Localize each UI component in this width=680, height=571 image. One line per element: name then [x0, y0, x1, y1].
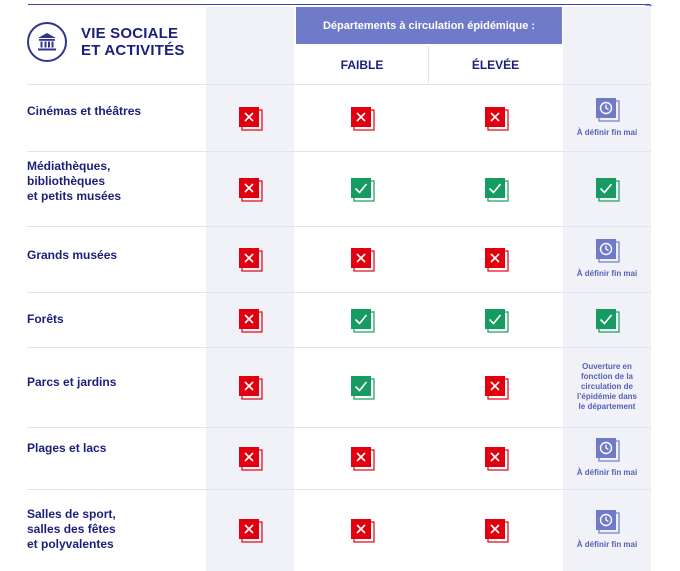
- cell-c1: [206, 151, 294, 226]
- cross-icon: [239, 177, 263, 202]
- cross-icon: [484, 106, 509, 131]
- cross-icon: [484, 447, 509, 471]
- check-icon: [484, 177, 509, 202]
- cell-note: À définir fin mai: [576, 540, 638, 549]
- row-divider: [27, 84, 651, 85]
- column-header-faible: FAIBLE: [296, 46, 429, 83]
- cross-icon: [484, 248, 509, 272]
- cross-icon: [351, 447, 375, 471]
- cell-faible: [296, 292, 428, 347]
- cell-c4: À définir fin mai: [563, 489, 651, 571]
- cell-note: À définir fin mai: [576, 269, 638, 278]
- cell-elevee: [429, 151, 562, 226]
- row-label: Plages et lacs: [27, 441, 107, 455]
- cell-c4: [563, 292, 651, 347]
- building-icon: [27, 22, 67, 62]
- cell-note: À définir fin mai: [576, 468, 638, 477]
- arrow-right-icon: →: [643, 0, 654, 10]
- row-label: Cinémas et théâtres: [27, 104, 142, 118]
- top-rule: [28, 4, 650, 5]
- cross-icon: [484, 519, 509, 543]
- cell-elevee: [429, 292, 562, 347]
- row-label: Salles de sport, salles des fêtes et pol…: [27, 507, 116, 551]
- cross-icon: [239, 519, 263, 543]
- cell-c4: [563, 151, 651, 226]
- cross-icon: [484, 376, 509, 400]
- cross-icon: [239, 447, 263, 471]
- clock-icon: [596, 239, 620, 263]
- cell-elevee: [429, 427, 562, 489]
- cell-c4: À définir fin mai: [563, 427, 651, 489]
- check-icon: [351, 308, 375, 333]
- epidemic-header-banner: Départements à circulation épidémique :: [296, 7, 562, 44]
- row-divider: [27, 151, 651, 152]
- cell-faible: [296, 489, 428, 571]
- cell-elevee: [429, 226, 562, 292]
- check-icon: [596, 308, 620, 333]
- row-divider: [27, 347, 651, 348]
- cross-icon: [239, 248, 263, 272]
- cell-faible: [296, 151, 428, 226]
- row-label: Grands musées: [27, 248, 118, 262]
- check-icon: [351, 177, 375, 202]
- cell-c1: [206, 347, 294, 427]
- cross-icon: [351, 519, 375, 543]
- row-label: Parcs et jardins: [27, 375, 117, 389]
- check-icon: [484, 308, 509, 333]
- title-line-2: ET ACTIVITÉS: [81, 42, 185, 59]
- column-header-elevee: ÉLEVÉE: [471, 57, 520, 72]
- clock-icon: [596, 438, 620, 462]
- row-divider: [27, 489, 651, 490]
- cell-faible: [296, 347, 428, 427]
- cell-faible: [296, 84, 428, 151]
- row-divider: [27, 292, 651, 293]
- cell-c4: Ouverture en fonction de la circulation …: [563, 347, 651, 427]
- column-background-1: [206, 7, 294, 571]
- row-divider: [27, 427, 651, 428]
- section-header: VIE SOCIALE ET ACTIVITÉS: [27, 22, 185, 62]
- cross-icon: [239, 106, 263, 131]
- cell-note: À définir fin mai: [576, 127, 638, 137]
- cell-c1: [206, 292, 294, 347]
- cell-elevee: [429, 347, 562, 427]
- title-line-1: VIE SOCIALE: [81, 25, 179, 42]
- cell-c1: [206, 226, 294, 292]
- cell-c4: À définir fin mai: [563, 84, 651, 151]
- clock-icon: [596, 97, 620, 122]
- page-title: VIE SOCIALE ET ACTIVITÉS: [81, 25, 185, 59]
- row-label: Forêts: [27, 312, 64, 326]
- row-label: Médiathèques, bibliothèques et petits mu…: [27, 159, 122, 203]
- cell-c4: À définir fin mai: [563, 226, 651, 292]
- cell-c1: [206, 489, 294, 571]
- clock-icon: [596, 510, 620, 534]
- cell-faible: [296, 427, 428, 489]
- cell-c1: [206, 427, 294, 489]
- cross-icon: [351, 106, 375, 131]
- cross-icon: [239, 376, 263, 400]
- cell-note: Ouverture en fonction de la circulation …: [576, 362, 638, 411]
- cross-icon: [351, 248, 375, 272]
- cell-faible: [296, 226, 428, 292]
- cell-c1: [206, 84, 294, 151]
- row-divider: [27, 226, 651, 227]
- check-icon: [351, 376, 375, 400]
- cross-icon: [239, 308, 263, 333]
- cell-elevee: [429, 489, 562, 571]
- cell-elevee: [429, 84, 562, 151]
- check-icon: [596, 177, 620, 202]
